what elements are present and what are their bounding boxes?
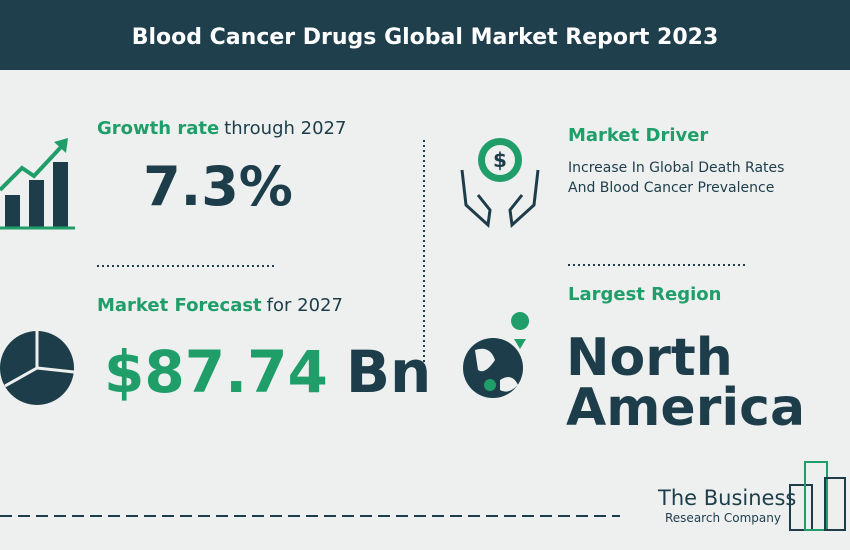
- growth-icon: [0, 138, 75, 230]
- growth-label-bold: Growth rate: [97, 118, 219, 139]
- logo-name: The Business: [657, 486, 796, 510]
- growth-label: Growth rate through 2027: [97, 118, 346, 139]
- forecast-unit: Bn: [346, 338, 432, 406]
- driver-icon: $: [460, 138, 540, 229]
- forecast-amount: $87.74: [104, 338, 328, 406]
- pie-icon: [0, 331, 75, 405]
- svg-text:$: $: [493, 148, 507, 172]
- forecast-label-bold: Market Forecast: [97, 295, 262, 316]
- growth-label-rest: through 2027: [224, 118, 346, 139]
- region-title: Largest Region: [568, 284, 721, 305]
- header-band: [0, 0, 850, 70]
- forecast-label: Market Forecast for 2027: [97, 295, 343, 316]
- globe-icon: [463, 312, 530, 398]
- driver-line: And Blood Cancer Prevalence: [568, 180, 774, 196]
- logo-buildings: [789, 461, 846, 531]
- logo-tagline: Research Company: [665, 511, 781, 525]
- region-line: North: [566, 328, 733, 388]
- growth-value: 7.3%: [143, 155, 293, 218]
- header-title: Blood Cancer Drugs Global Market Report …: [132, 25, 719, 50]
- region-line: America: [566, 378, 805, 438]
- forecast-value: $87.74 Bn: [104, 338, 431, 406]
- driver-title: Market Driver: [568, 125, 708, 146]
- forecast-label-rest: for 2027: [267, 295, 343, 316]
- driver-line: Increase In Global Death Rates: [568, 160, 784, 176]
